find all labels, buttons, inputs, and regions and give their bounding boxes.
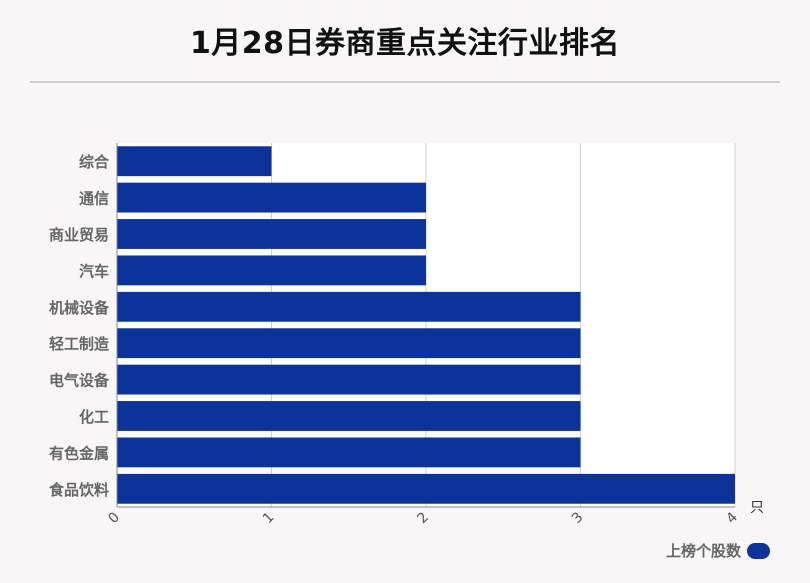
x-tick-label: 2: [414, 509, 432, 527]
y-tick-label: 有色金属: [49, 444, 109, 462]
legend-swatch: [747, 542, 770, 559]
x-tick-label: 3: [569, 509, 587, 527]
bar: [117, 364, 581, 395]
bar: [117, 437, 581, 468]
y-tick-label: 通信: [79, 190, 109, 208]
title-divider: [30, 81, 780, 83]
bar: [117, 219, 426, 249]
chart-title: 1月28日券商重点关注行业排名: [189, 26, 621, 61]
y-tick-label: 综合: [79, 153, 110, 171]
bar: [117, 255, 426, 286]
y-tick-label: 电气设备: [49, 372, 110, 390]
y-tick-label: 汽车: [79, 262, 109, 280]
legend: 上榜个股数: [666, 540, 770, 561]
y-tick-label: 机械设备: [49, 299, 110, 317]
bar: [117, 473, 735, 504]
legend-label: 上榜个股数: [665, 542, 741, 560]
y-tick-label: 轻工制造: [49, 335, 109, 353]
y-tick-label: 商业贸易: [49, 226, 109, 244]
bar: [117, 182, 426, 213]
y-tick-label: 化工: [79, 408, 109, 426]
y-tick-label: 食品饮料: [49, 481, 109, 499]
bar: [117, 291, 581, 322]
bar: [117, 401, 581, 431]
bar: [117, 146, 272, 177]
x-tick-label: 1: [260, 509, 278, 527]
x-tick-label: 0: [105, 509, 123, 527]
bar: [117, 328, 581, 359]
x-unit-label: 只: [750, 500, 764, 516]
x-tick-label: 4: [723, 509, 741, 527]
